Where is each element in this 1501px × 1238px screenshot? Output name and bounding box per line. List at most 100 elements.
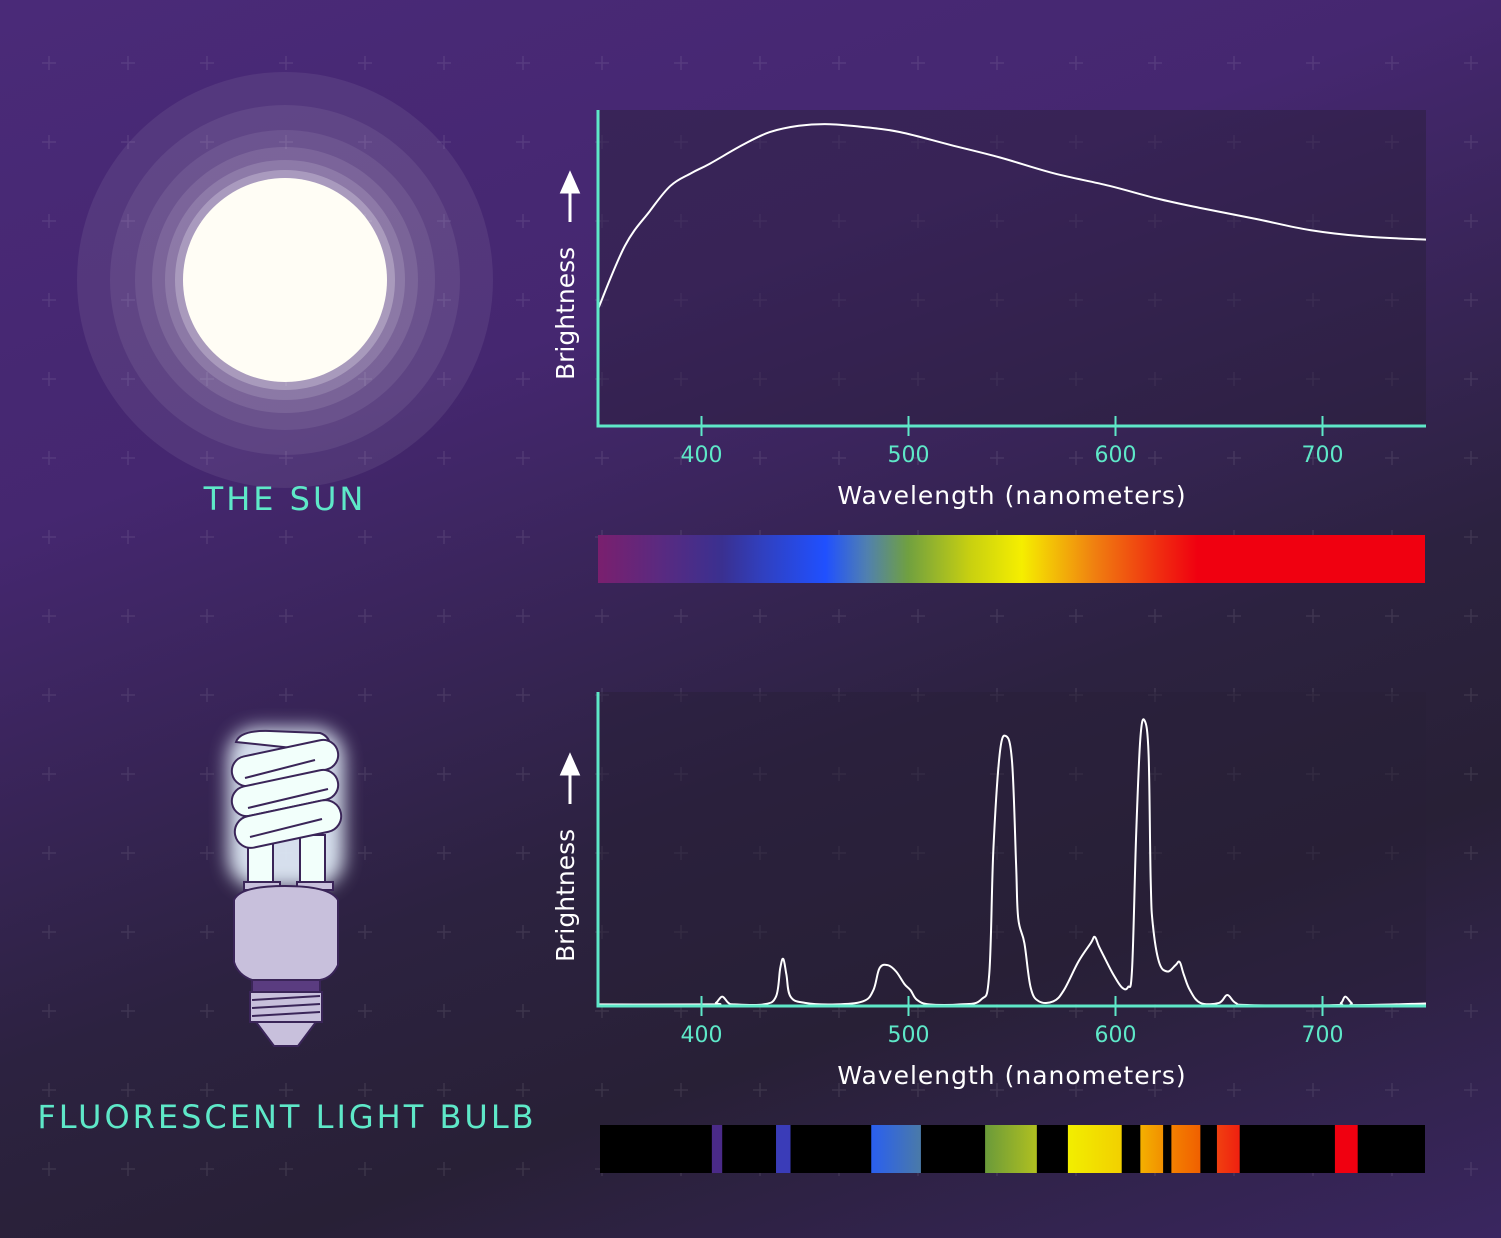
grid-plus-mark xyxy=(1464,767,1478,781)
grid-plus-mark xyxy=(200,609,214,623)
grid-plus-mark xyxy=(1385,1083,1399,1097)
grid-plus-mark xyxy=(911,214,925,228)
grid-plus-mark xyxy=(279,609,293,623)
grid-plus-mark xyxy=(121,688,135,702)
grid-plus-mark xyxy=(358,1083,372,1097)
grid-plus-mark xyxy=(1385,293,1399,307)
grid-plus-mark xyxy=(516,135,530,149)
grid-plus-mark xyxy=(1464,688,1478,702)
grid-plus-mark xyxy=(358,767,372,781)
axes xyxy=(596,110,1426,428)
grid-plus-mark xyxy=(1306,372,1320,386)
grid-plus-mark xyxy=(358,1162,372,1176)
x-tick-label: 500 xyxy=(888,443,930,468)
spectrum-curve xyxy=(597,718,1427,1007)
grid-plus-mark xyxy=(1385,688,1399,702)
grid-plus-mark xyxy=(753,135,767,149)
grid-plus-mark xyxy=(674,846,688,860)
grid-plus-mark xyxy=(1385,925,1399,939)
grid-plus-mark xyxy=(1385,214,1399,228)
grid-plus-mark xyxy=(1069,214,1083,228)
grid-plus-mark xyxy=(1227,609,1241,623)
grid-plus-mark xyxy=(358,609,372,623)
grid-plus-mark xyxy=(516,451,530,465)
grid-plus-mark xyxy=(1227,56,1241,70)
plot-area xyxy=(598,692,1426,1006)
grid-plus-mark xyxy=(437,846,451,860)
emission-band xyxy=(1334,1125,1358,1173)
grid-plus-mark xyxy=(1306,688,1320,702)
grid-plus-mark xyxy=(437,293,451,307)
emission-band xyxy=(1171,1125,1201,1173)
emission-band xyxy=(1216,1125,1240,1173)
x-tick-label: 400 xyxy=(681,443,723,468)
grid-plus-mark xyxy=(437,451,451,465)
grid-plus-mark xyxy=(1227,1083,1241,1097)
grid-plus-mark xyxy=(358,1004,372,1018)
grid-plus-mark xyxy=(753,609,767,623)
grid-plus-mark xyxy=(516,925,530,939)
grid-plus-mark xyxy=(42,767,56,781)
grid-plus-mark xyxy=(911,372,925,386)
grid-plus-mark xyxy=(1464,846,1478,860)
grid-plus-mark xyxy=(674,609,688,623)
grid-plus-mark xyxy=(200,372,214,386)
grid-plus-mark xyxy=(753,1083,767,1097)
grid-plus-mark xyxy=(42,451,56,465)
grid-plus-mark xyxy=(1069,372,1083,386)
grid-plus-mark xyxy=(1148,293,1162,307)
grid-plus-mark xyxy=(990,372,1004,386)
axes xyxy=(596,692,1426,1008)
grid-plus-mark xyxy=(1148,688,1162,702)
grid-plus-mark xyxy=(437,214,451,228)
grid-plus-mark xyxy=(1306,451,1320,465)
grid-plus-mark xyxy=(358,135,372,149)
grid-plus-mark xyxy=(200,1004,214,1018)
grid-plus-mark xyxy=(42,688,56,702)
grid-plus-mark xyxy=(121,135,135,149)
grid-plus-mark xyxy=(753,451,767,465)
grid-plus-mark xyxy=(42,214,56,228)
grid-plus-mark xyxy=(42,530,56,544)
grid-plus-mark xyxy=(990,451,1004,465)
grid-plus-mark xyxy=(42,372,56,386)
grid-plus-mark xyxy=(911,451,925,465)
grid-plus-mark xyxy=(1069,293,1083,307)
grid-plus-mark xyxy=(437,135,451,149)
emission-band xyxy=(1067,1125,1122,1173)
grid-plus-mark xyxy=(1227,846,1241,860)
grid-plus-mark xyxy=(42,135,56,149)
grid-plus-mark xyxy=(753,767,767,781)
emission-band xyxy=(1140,1125,1164,1173)
grid-plus-mark xyxy=(832,925,846,939)
grid-plus-mark xyxy=(1227,767,1241,781)
bulb-title: FLUORESCENT LIGHT BULB xyxy=(37,1098,536,1136)
grid-plus-mark xyxy=(437,767,451,781)
grid-plus-mark xyxy=(1306,135,1320,149)
grid-plus-mark xyxy=(1385,846,1399,860)
grid-plus-mark xyxy=(437,530,451,544)
grid-plus-mark xyxy=(1148,214,1162,228)
grid-plus-mark xyxy=(121,1162,135,1176)
grid-plus-mark xyxy=(990,609,1004,623)
grid-plus-mark xyxy=(832,767,846,781)
y-axis-label: Brightness xyxy=(551,247,580,380)
grid-plus-mark xyxy=(1148,451,1162,465)
grid-plus-mark xyxy=(595,1083,609,1097)
grid-plus-mark xyxy=(753,372,767,386)
grid-plus-mark xyxy=(1464,56,1478,70)
grid-plus-mark xyxy=(911,846,925,860)
grid-plus-mark xyxy=(516,1004,530,1018)
x-axis-label: Wavelength (nanometers) xyxy=(837,1061,1186,1090)
grid-plus-mark xyxy=(753,214,767,228)
grid-plus-mark xyxy=(832,372,846,386)
grid-plus-mark xyxy=(1227,135,1241,149)
grid-plus-mark xyxy=(674,56,688,70)
grid-plus-mark xyxy=(1385,372,1399,386)
grid-plus-mark xyxy=(121,56,135,70)
grid-plus-mark xyxy=(1306,846,1320,860)
grid-plus-mark xyxy=(832,846,846,860)
grid-plus-mark xyxy=(674,688,688,702)
